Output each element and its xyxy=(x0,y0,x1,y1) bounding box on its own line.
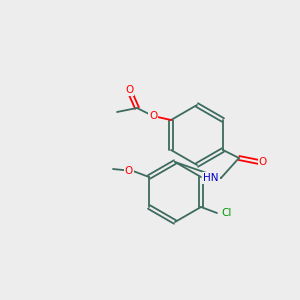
Text: O: O xyxy=(125,85,133,95)
Text: Cl: Cl xyxy=(221,208,231,218)
Text: HN: HN xyxy=(203,173,219,183)
Text: O: O xyxy=(259,157,267,167)
Text: O: O xyxy=(149,111,157,121)
Text: O: O xyxy=(125,166,133,176)
